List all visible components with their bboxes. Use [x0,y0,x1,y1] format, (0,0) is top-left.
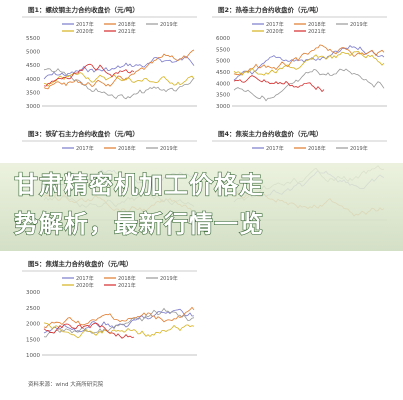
legend-label: 2019年 [350,145,368,152]
series-line [233,75,325,93]
y-tick-label: 1000 [26,353,40,359]
y-tick-label: 1500 [26,337,40,343]
legend-label: 2018年 [118,21,136,28]
series-line [43,322,135,339]
banner [0,163,403,251]
y-tick-label: 2000 [26,322,40,328]
series-line [43,56,195,80]
y-tick-label: 3000 [26,290,40,296]
y-tick-label: 3000 [216,104,230,110]
legend-label: 2017年 [266,145,284,152]
y-tick-label: 2500 [26,306,40,312]
legend-label: 2017年 [266,21,284,28]
legend-label: 2019年 [160,21,178,28]
banner-line: 甘肃精密机加工价格走 [14,171,264,199]
series-line [43,63,135,87]
figure-title: 图3：铁矿石主力合约收盘价（元/吨） [28,129,139,138]
legend-label: 2019年 [350,21,368,28]
series-line [233,44,385,76]
legend-label: 2017年 [76,275,94,282]
y-tick-label: 3500 [216,93,230,99]
series-line [43,306,195,329]
series-line [43,68,195,100]
legend-label: 2018年 [118,275,136,282]
figure-title: 图5：焦煤主力合约收盘价（元/吨） [28,259,132,268]
legend-label: 2021年 [308,28,326,35]
y-tick-label: 3500 [26,90,40,96]
y-tick-label: 4000 [216,81,230,87]
series-line [43,307,195,338]
y-tick-label: 5000 [216,59,230,65]
series-line [43,322,195,339]
banner-line: 势解析，最新行情一览 [14,210,264,238]
legend-label: 2017年 [76,21,94,28]
series-line [43,49,195,90]
legend-label: 2020年 [76,28,94,35]
legend-label: 2019年 [160,275,178,282]
y-tick-label: 5500 [26,36,40,42]
legend-label: 2021年 [118,282,136,289]
y-tick-label: 4500 [26,63,40,69]
legend-label: 2017年 [76,145,94,152]
y-tick-label: 5500 [216,47,230,53]
y-tick-label: 4500 [216,70,230,76]
y-tick-label: 3000 [26,104,40,110]
figure-title: 图4：焦炭主力合约收盘价（元/吨） [218,129,322,138]
legend-label: 2018年 [118,145,136,152]
series-line [233,68,385,102]
y-tick-label: 6000 [216,36,230,42]
legend-label: 2021年 [118,28,136,35]
legend-label: 2019年 [160,145,178,152]
legend-label: 2018年 [308,21,326,28]
series-line [43,308,195,334]
legend-label: 2020年 [266,28,284,35]
legend-label: 2018年 [308,145,326,152]
legend-label: 2020年 [76,282,94,289]
y-tick-label: 5000 [26,50,40,56]
series-line [233,50,385,76]
series-line [43,72,195,87]
figure-title: 图1：螺纹钢主力合约收盘价（元/吨） [28,5,139,14]
source: 资料来源：wind 大商所研究院 [28,380,104,388]
y-tick-label: 4000 [26,77,40,83]
figure-title: 图2：热卷主力合约收盘价（元/吨） [218,5,322,14]
